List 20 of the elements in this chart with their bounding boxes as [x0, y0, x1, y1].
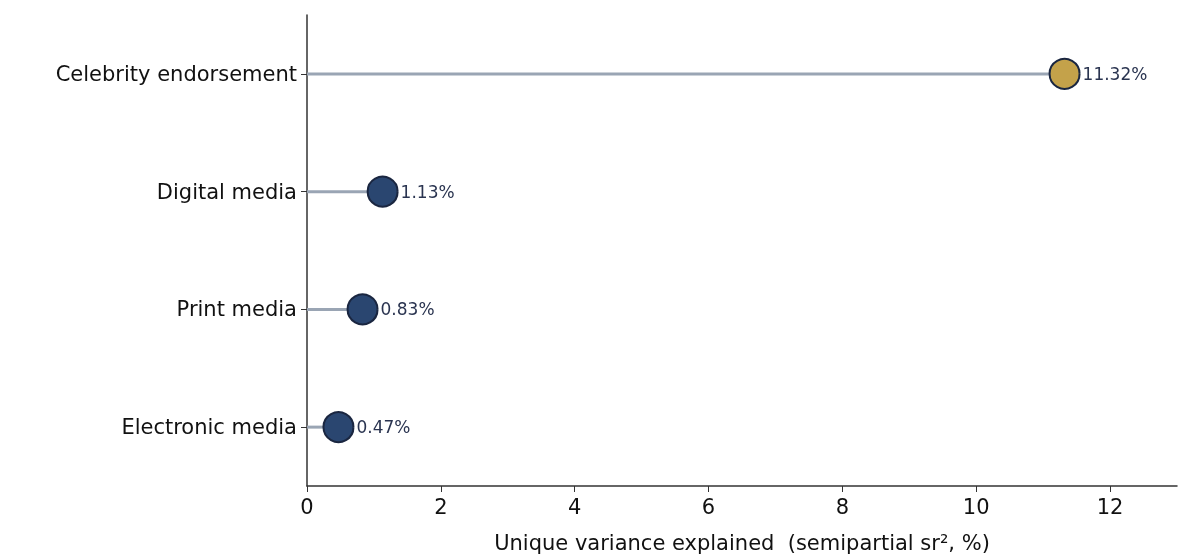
- y-tick-label: Digital media: [156, 179, 297, 204]
- point: [322, 411, 355, 444]
- x-axis-title: Unique variance explained (semipartial sr², %): [494, 530, 990, 555]
- x-tick-label: 4: [568, 494, 582, 519]
- data-label: 11.32%: [1082, 63, 1148, 84]
- y-tick-label: Celebrity endorsement: [55, 61, 297, 86]
- x-tick-label: 10: [962, 494, 990, 519]
- point: [366, 175, 399, 208]
- x-tick-label: 8: [835, 494, 850, 519]
- x-tick-label: 0: [300, 494, 314, 519]
- x-tick-label: 6: [701, 494, 716, 519]
- x-tick-label: 2: [434, 494, 448, 519]
- point: [1048, 57, 1081, 90]
- x-tick-label: 12: [1096, 494, 1124, 519]
- data-label: 0.83%: [380, 299, 435, 320]
- y-tick-label: Print media: [176, 297, 297, 322]
- data-label: 0.47%: [356, 417, 411, 438]
- point: [346, 293, 379, 326]
- y-tick-label: Electronic media: [121, 415, 297, 440]
- data-label: 1.13%: [400, 181, 455, 202]
